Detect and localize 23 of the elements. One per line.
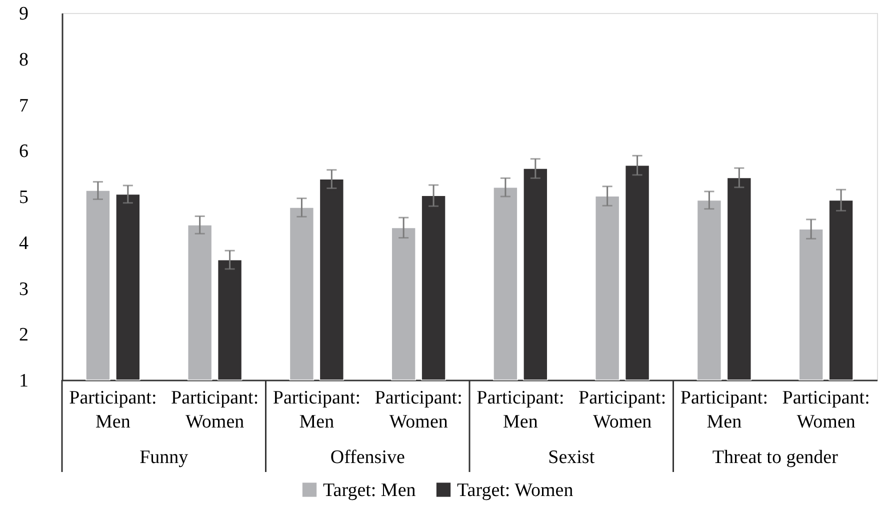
x-tick-label: Participant: Men — [272, 388, 360, 432]
x-tick-label: Participant: Women — [578, 388, 666, 432]
text: Threat to gender — [712, 447, 839, 468]
y-tick-label: 2 — [19, 324, 28, 346]
y-tick-label: 6 — [19, 141, 28, 162]
y-tick-label: 5 — [19, 187, 28, 208]
x-tick-label: Participant: Men — [680, 388, 768, 432]
y-tick-label: 3 — [19, 278, 28, 300]
x-tick-label: Participant: Men — [476, 388, 564, 432]
y-tick-label: 7 — [19, 95, 28, 116]
text: Funny — [140, 447, 189, 468]
x-tick-label: Participant: Women — [782, 388, 870, 432]
legend-label: Target: Men — [323, 480, 416, 501]
legend-label: Target: Women — [457, 480, 574, 501]
x-tick-label: Participant: Men — [69, 388, 157, 432]
text: Offensive — [330, 447, 405, 468]
x-tick-label: Participant: Women — [171, 388, 259, 432]
x-tick-label: Participant: Women — [374, 388, 462, 432]
y-tick-label: 9 — [19, 4, 28, 24]
y-tick-label: 4 — [19, 232, 29, 254]
y-tick-label: 8 — [19, 49, 28, 70]
text: Sexist — [548, 447, 596, 468]
y-tick-label: 1 — [19, 370, 28, 392]
